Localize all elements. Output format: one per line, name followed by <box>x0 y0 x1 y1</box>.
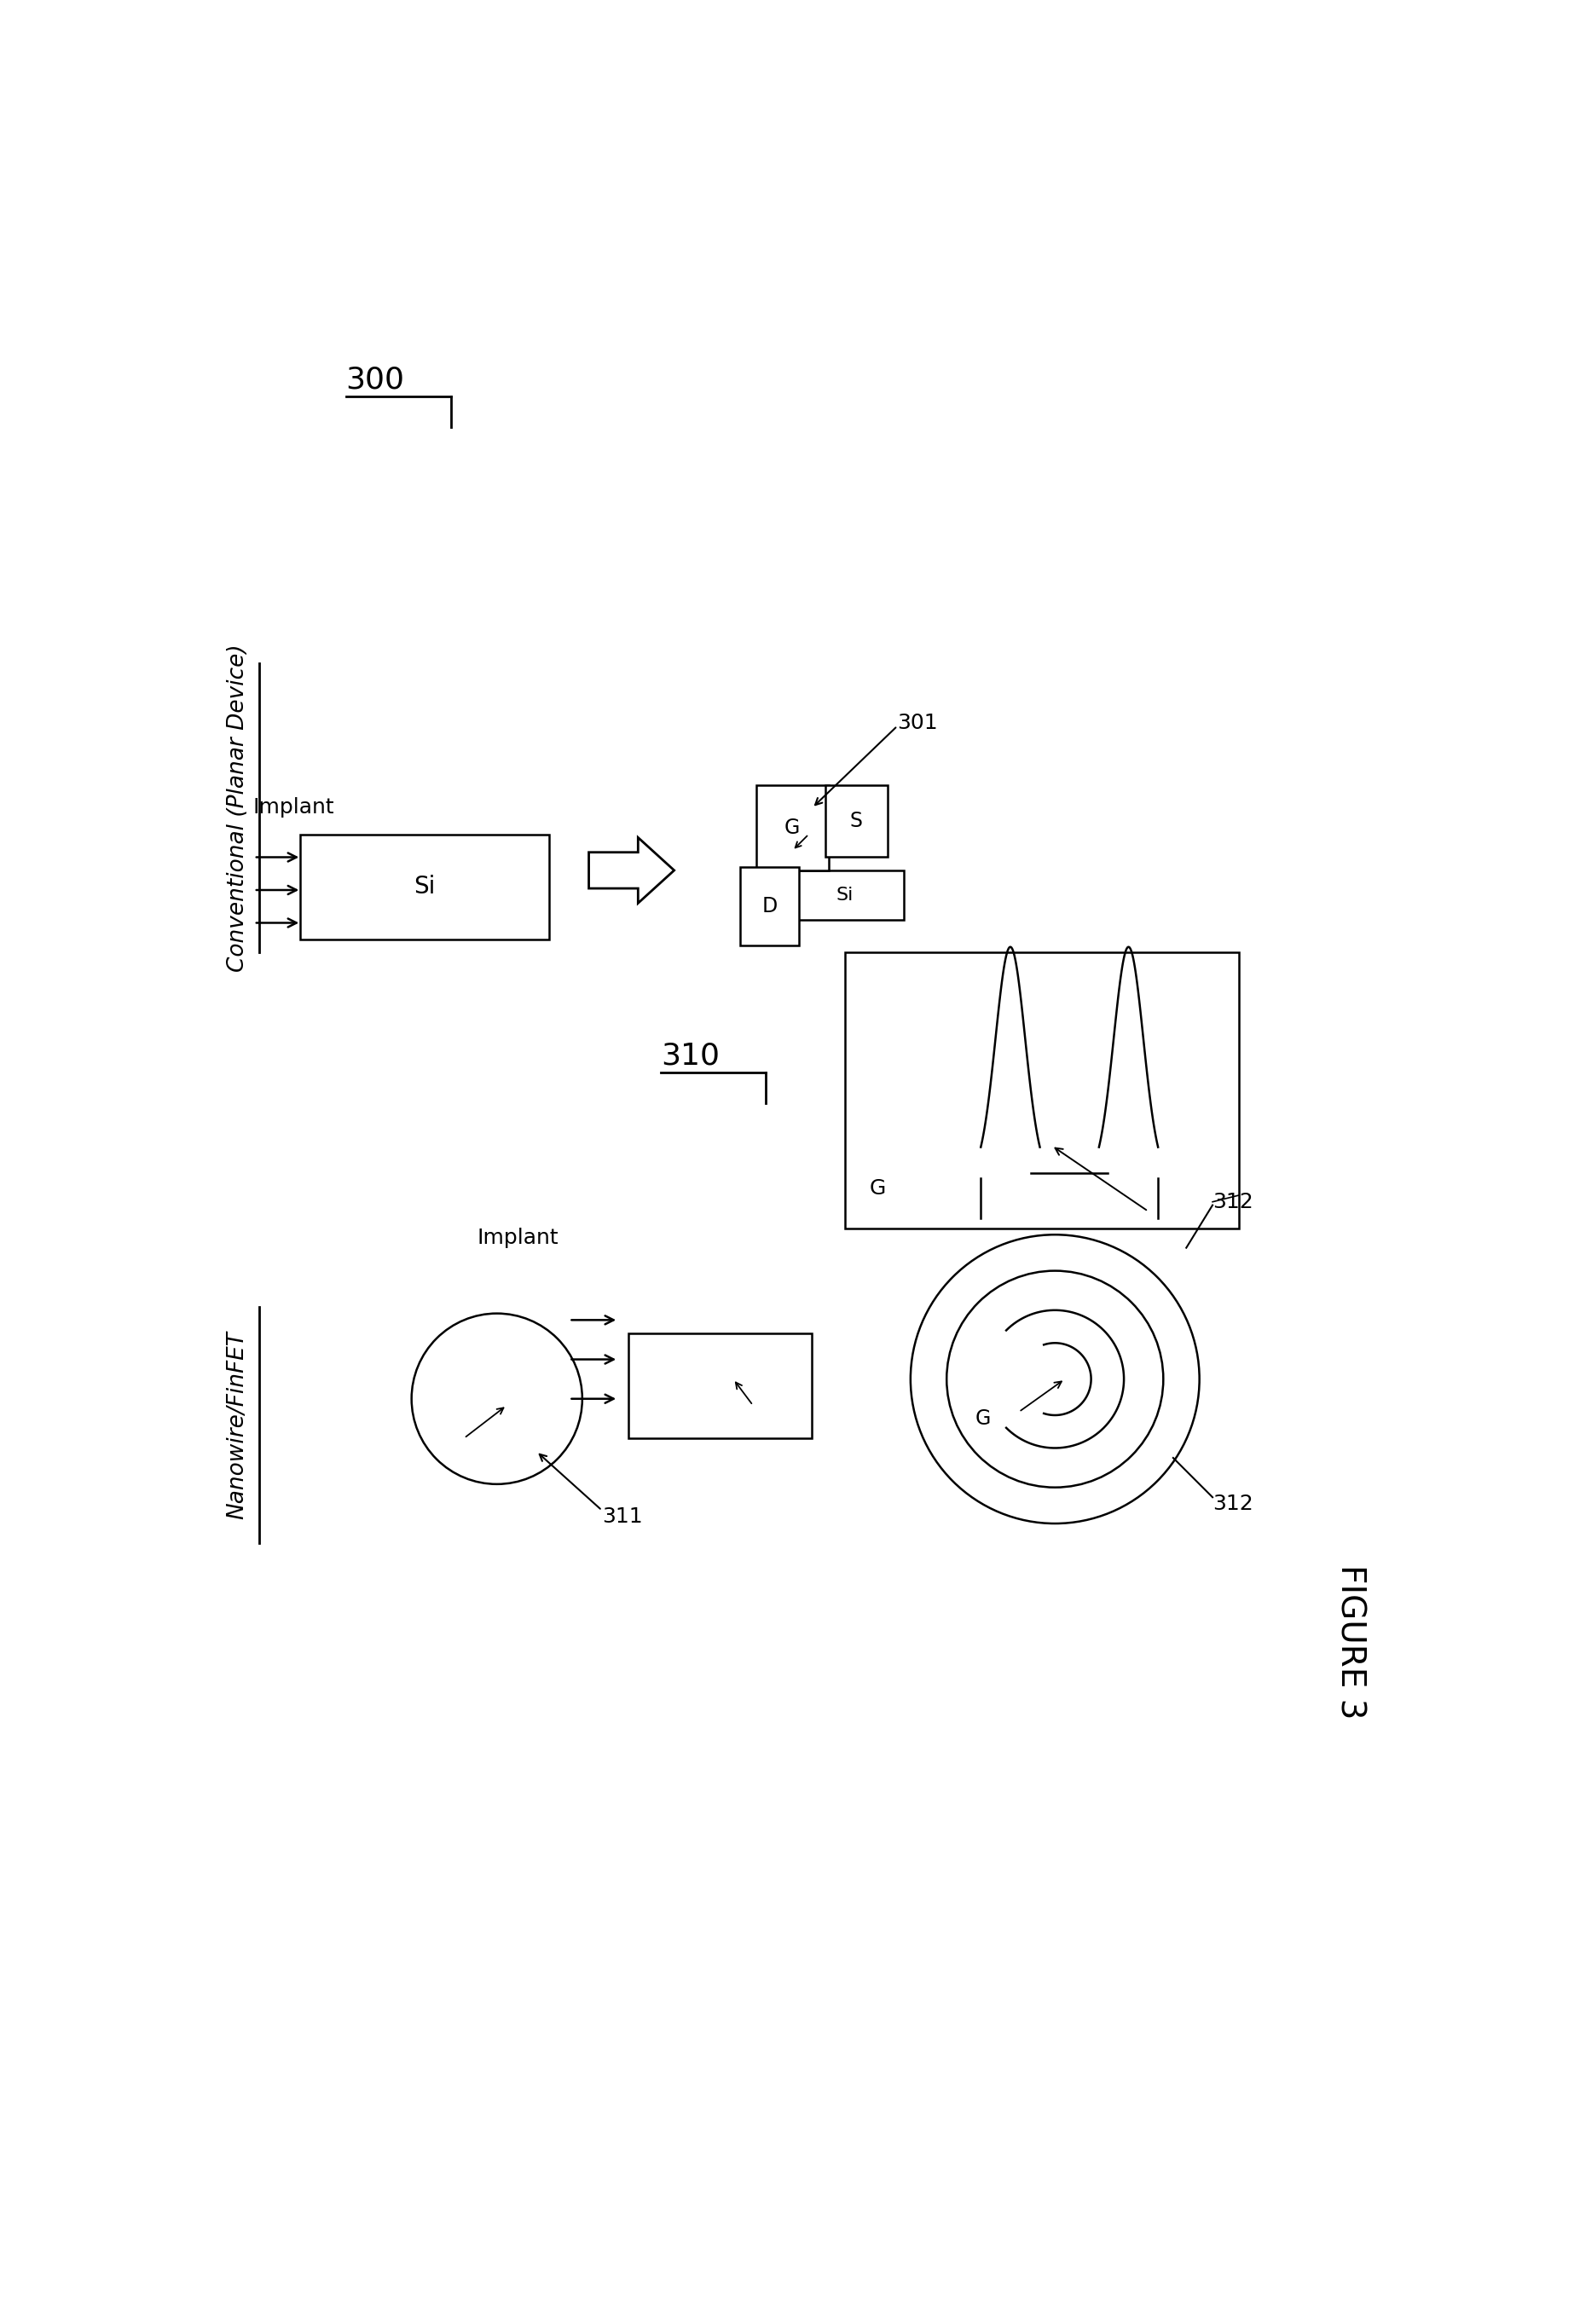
Text: 300: 300 <box>346 365 404 395</box>
Bar <box>845 953 1239 1227</box>
Text: 311: 311 <box>602 1506 643 1527</box>
Text: Si: Si <box>836 885 853 904</box>
Text: Implant: Implant <box>253 797 333 818</box>
Text: Conventional (Planar Device): Conventional (Planar Device) <box>226 644 248 971</box>
Text: 301: 301 <box>897 713 939 732</box>
Bar <box>757 786 828 872</box>
Text: FIGURE 3: FIGURE 3 <box>1334 1564 1367 1720</box>
Text: Si: Si <box>414 874 436 899</box>
Bar <box>773 872 904 920</box>
Bar <box>629 1334 812 1439</box>
Text: 312: 312 <box>1212 1192 1253 1213</box>
Text: 310: 310 <box>660 1041 720 1071</box>
Text: D: D <box>762 897 777 916</box>
Bar <box>739 867 799 946</box>
Text: Implant: Implant <box>477 1227 559 1248</box>
Text: G: G <box>975 1408 991 1429</box>
Text: G: G <box>869 1178 886 1199</box>
Text: G: G <box>785 818 799 839</box>
FancyArrow shape <box>589 837 675 904</box>
Text: 312: 312 <box>1212 1494 1253 1513</box>
Text: Nanowire/FinFET: Nanowire/FinFET <box>226 1332 248 1520</box>
Text: S: S <box>850 811 863 832</box>
Bar <box>300 834 550 939</box>
Bar <box>825 786 888 858</box>
